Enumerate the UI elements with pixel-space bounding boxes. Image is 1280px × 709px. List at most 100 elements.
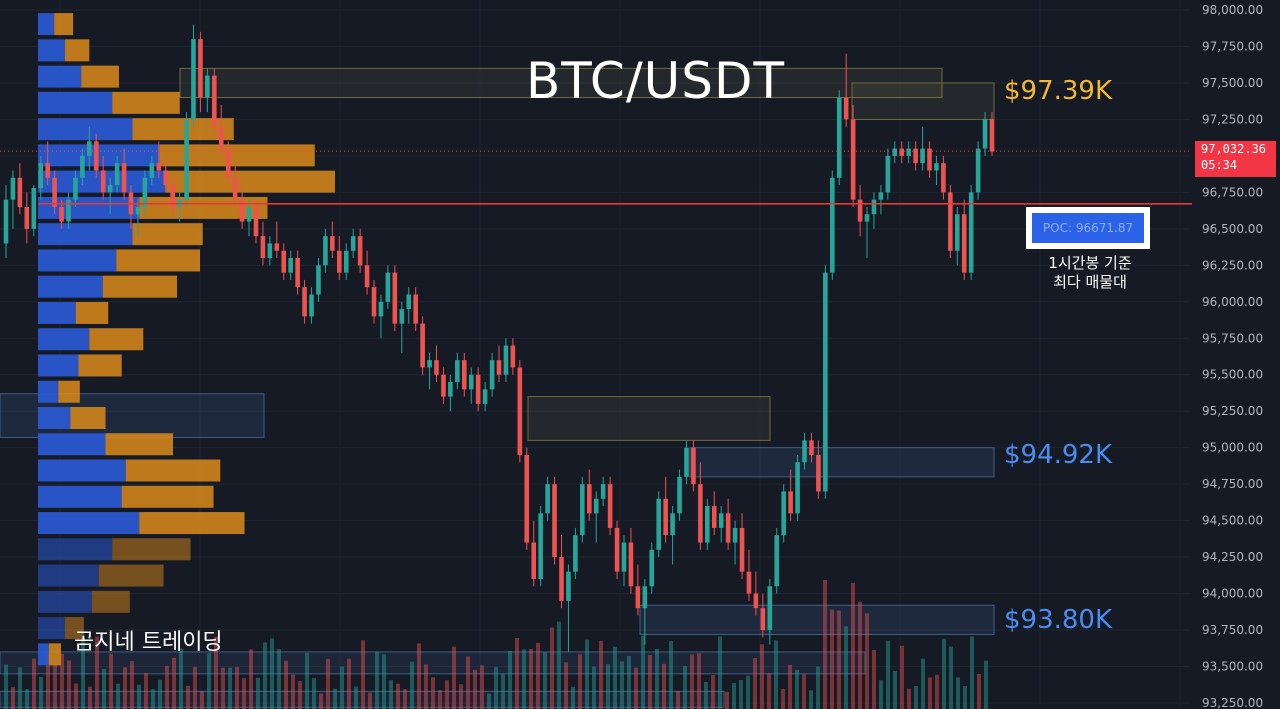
volume-bar	[809, 690, 813, 709]
candle-body	[121, 163, 127, 193]
candle-body	[545, 484, 550, 514]
volume-bar	[676, 690, 680, 709]
volume-bar	[515, 637, 519, 709]
candle-body	[17, 177, 23, 207]
volume-bar	[928, 677, 932, 709]
candle-body	[475, 374, 481, 404]
volume-bar	[88, 686, 92, 709]
volume-bar	[760, 644, 764, 709]
volume-bar	[662, 663, 666, 709]
candle-body	[309, 294, 314, 317]
volume-bar	[557, 621, 561, 709]
y-tick-label: 93,500.00	[1202, 660, 1263, 674]
candle-body	[656, 498, 662, 550]
candle-body	[635, 586, 641, 609]
candle-body	[982, 119, 988, 149]
profile-sell-bar	[70, 407, 106, 430]
candle-body	[753, 593, 759, 609]
volume-bar	[718, 636, 722, 709]
support-zone	[0, 651, 866, 675]
volume-bar	[347, 658, 351, 709]
volume-bar	[508, 650, 512, 709]
candle-body	[711, 506, 717, 528]
candle-body	[288, 258, 293, 273]
candle-body	[3, 199, 9, 244]
volume-bar	[431, 677, 435, 709]
volume-bar	[837, 610, 841, 709]
volume-bar	[935, 674, 939, 709]
level-lines	[0, 150, 1192, 205]
volume-bar	[648, 654, 652, 709]
volume-bar	[151, 689, 155, 709]
profile-sell-bar	[112, 91, 180, 114]
candle-body	[413, 294, 418, 324]
volume-bar	[725, 691, 729, 709]
candle-body	[857, 199, 863, 222]
y-tick-label: 94,500.00	[1202, 514, 1263, 528]
candle-body	[295, 258, 300, 288]
profile-buy-bar	[38, 433, 106, 456]
current-price-tag: 97,032.36 05:34	[1195, 141, 1276, 177]
candle-body	[246, 206, 252, 222]
volume-bar	[438, 690, 442, 709]
candle-body	[767, 586, 773, 631]
candle-body	[343, 250, 349, 273]
profile-buy-bar	[38, 485, 122, 508]
candle-body	[31, 187, 37, 229]
supply-zone	[527, 396, 771, 441]
volume-bar	[459, 684, 463, 709]
candle-body	[239, 199, 245, 222]
volume-bar	[207, 653, 211, 709]
volume-bar	[963, 686, 967, 709]
candle-body	[385, 272, 391, 302]
volume-bar	[823, 579, 827, 709]
candle-body	[59, 206, 64, 222]
candle-body	[420, 323, 425, 368]
volume-bar	[606, 664, 610, 709]
candle-body	[406, 294, 412, 310]
volume-bar	[879, 680, 883, 709]
profile-buy-bar	[38, 39, 65, 62]
volume-bar	[123, 667, 127, 709]
volume-bar	[277, 649, 281, 709]
profile-sell-bar	[132, 223, 203, 246]
candle-body	[871, 199, 877, 215]
candle-body	[218, 126, 224, 149]
volume-bar	[60, 653, 64, 709]
candle-body	[24, 206, 30, 229]
volume-bar	[886, 640, 890, 709]
candle-body	[392, 272, 398, 324]
candle-body	[191, 39, 196, 120]
volume-bars	[4, 579, 988, 709]
candle-body	[843, 97, 849, 120]
y-tick-label: 94,000.00	[1202, 587, 1263, 601]
volume-bar	[795, 669, 799, 709]
candle-body	[774, 535, 780, 587]
volume-bar	[200, 691, 204, 709]
volume-bar	[256, 677, 260, 709]
volume-bar	[333, 688, 337, 709]
volume-bar	[704, 681, 708, 709]
volume-bar	[641, 635, 645, 709]
volume-bar	[81, 637, 85, 709]
profile-sell-bar	[92, 590, 130, 613]
volume-bar	[228, 667, 232, 709]
profile-sell-bar	[65, 39, 90, 62]
volume-bar	[354, 686, 358, 709]
volume-bar	[536, 642, 540, 709]
price-axis[interactable]: 98,000.0097,750.0097,500.0097,250.0097,0…	[1202, 3, 1263, 709]
candle-body	[600, 484, 606, 499]
poc-note-line1: 1시간봉 기준	[1048, 254, 1132, 272]
candle-body	[184, 119, 189, 200]
volume-bar	[732, 682, 736, 709]
candle-body	[225, 148, 231, 178]
candle-body	[93, 141, 99, 171]
candle-body	[482, 389, 488, 404]
profile-sell-bar	[48, 643, 61, 666]
volume-bar	[816, 666, 820, 709]
candle-body	[274, 243, 280, 251]
volume-bar	[137, 684, 141, 709]
y-tick-label: 95,250.00	[1202, 404, 1263, 418]
candle-body	[850, 119, 856, 200]
volume-bar	[522, 649, 526, 709]
